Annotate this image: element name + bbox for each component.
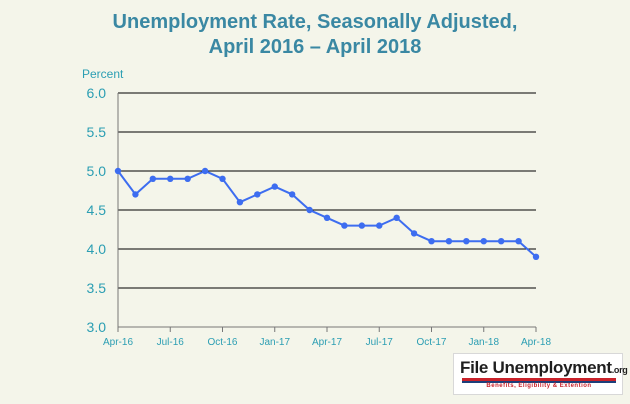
data-point: [393, 214, 400, 221]
file-unemployment-logo: File Unemployment.org Benefits, Eligibil…: [453, 353, 628, 395]
data-point: [306, 206, 313, 214]
logo-main-text: File Unemployment: [460, 358, 612, 377]
logo-wordmark: File Unemployment.org: [460, 358, 628, 378]
y-tick-label: 5.5: [87, 124, 107, 140]
data-point: [515, 238, 522, 245]
data-point: [323, 214, 331, 221]
x-tick-label: Oct-17: [416, 337, 446, 348]
data-point: [445, 238, 453, 245]
data-point: [376, 222, 383, 229]
logo-blue-bar: [462, 381, 616, 383]
data-point: [184, 175, 191, 182]
y-tick-label: 5.0: [87, 163, 107, 179]
logo-red-bar: [462, 378, 616, 381]
x-tick-label: Apr-18: [521, 337, 551, 348]
data-point: [428, 238, 435, 245]
x-tick-label: Oct-16: [207, 337, 237, 348]
data-point: [149, 175, 157, 182]
data-point: [167, 175, 174, 182]
data-point: [410, 230, 418, 237]
data-point: [132, 191, 139, 198]
x-tick-label: Apr-16: [103, 337, 133, 348]
y-axis-label: Percent: [82, 67, 124, 81]
y-tick-label: 4.0: [87, 241, 107, 257]
data-point: [463, 238, 470, 245]
data-point: [480, 238, 487, 245]
data-point: [271, 183, 278, 190]
chart-title-line-2: April 2016 – April 2018: [208, 36, 422, 58]
data-point: [358, 222, 366, 229]
logo-suffix: .org: [611, 365, 628, 375]
x-tick-label: Jul-17: [366, 337, 394, 348]
y-tick-label: 4.5: [87, 202, 107, 218]
data-point: [114, 167, 122, 175]
y-tick-label: 6.0: [87, 85, 107, 101]
y-tick-label: 3.5: [87, 280, 107, 296]
chart-title-line-1: Unemployment Rate, Seasonally Adjusted,: [112, 11, 518, 33]
data-point: [497, 238, 505, 245]
data-point: [236, 199, 244, 206]
data-point: [201, 167, 209, 175]
data-point: [288, 191, 296, 198]
series-line: [117, 169, 537, 258]
x-tick-label: Jan-17: [259, 337, 290, 348]
data-point: [254, 191, 261, 198]
x-tick-label: Apr-17: [312, 337, 342, 348]
x-tick-label: Jul-16: [157, 337, 185, 348]
data-point: [341, 222, 348, 229]
data-point: [532, 253, 540, 260]
logo-tagline: Benefits, Eligibility & Extention: [486, 383, 592, 389]
y-tick-label: 3.0: [87, 319, 107, 335]
x-tick-label: Jan-18: [468, 337, 499, 348]
data-point: [219, 175, 226, 182]
